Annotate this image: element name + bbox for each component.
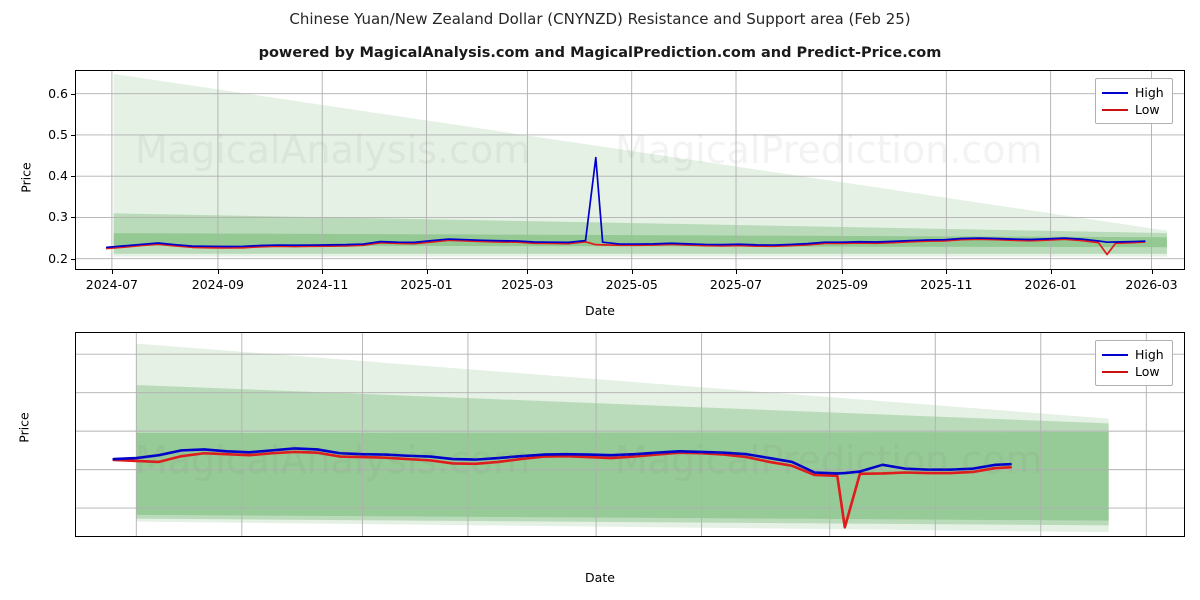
x-tick-mark — [426, 269, 428, 274]
zoomed-svg — [76, 333, 1184, 536]
legend-label-high: High — [1135, 85, 1164, 100]
x-tick-mark — [527, 269, 529, 274]
page-title: Chinese Yuan/New Zealand Dollar (CNYNZD)… — [289, 10, 911, 28]
series-line-high — [105, 156, 1146, 249]
y-tick-label: 0.2 — [48, 250, 68, 266]
band-outer-wedge — [113, 73, 1167, 257]
zoomed-panel: Price Date 0.220.240.260.280.30 2025-11-… — [0, 320, 1200, 600]
overview-xlabel: Date — [585, 303, 615, 318]
x-tick-label: 2026-03 — [1125, 277, 1178, 292]
legend-swatch-low — [1102, 108, 1128, 111]
series-line-high — [112, 447, 1012, 475]
y-tick-label: 0.6 — [48, 85, 68, 101]
x-tick-mark — [631, 269, 633, 274]
x-tick-mark — [736, 269, 737, 274]
x-tick-label: 2025-09 — [815, 277, 869, 292]
band-inner-band — [136, 432, 1109, 521]
x-tick-label: 2025-03 — [501, 277, 554, 292]
x-tick-mark — [1151, 269, 1153, 274]
zoomed-xlabel: Date — [585, 570, 615, 585]
x-tick-label: 2024-09 — [191, 277, 245, 292]
x-tick-mark — [217, 269, 219, 274]
legend-row-high: High — [1102, 84, 1164, 101]
y-tick-mark — [71, 217, 76, 219]
y-tick-label: 0.5 — [48, 126, 68, 142]
legend-row-high: High — [1102, 346, 1164, 363]
legend-label-high: High — [1135, 347, 1164, 362]
legend-swatch-high — [1102, 91, 1128, 94]
x-tick-mark — [946, 269, 948, 274]
legend-label-low: Low — [1135, 364, 1160, 379]
x-tick-label: 2024-11 — [296, 277, 349, 292]
zoomed-legend: High Low — [1095, 340, 1173, 386]
legend-swatch-low — [1102, 370, 1128, 373]
x-tick-mark — [111, 269, 113, 274]
x-tick-label: 2025-07 — [709, 277, 763, 292]
y-tick-mark — [71, 176, 76, 178]
series-line-low — [112, 450, 1012, 529]
overview-legend: High Low — [1095, 78, 1173, 124]
zoomed-plot-area — [75, 332, 1185, 537]
y-tick-label: 0.3 — [48, 209, 68, 225]
x-tick-label: 2025-01 — [400, 277, 453, 292]
series-line-low — [105, 238, 1146, 256]
overview-panel: Price Date 0.2 0.3 0.4 0.5 0.6 2024-07 2024-0… — [19, 70, 1185, 318]
x-tick-label: 2025-11 — [920, 277, 973, 292]
y-tick-mark — [71, 93, 76, 95]
page-subtitle: powered by MagicalAnalysis.com and Magic… — [258, 45, 942, 61]
overview-plot-area — [75, 70, 1185, 270]
legend-label-low: Low — [1135, 102, 1160, 117]
x-tick-mark — [842, 269, 844, 274]
legend-row-low: Low — [1102, 101, 1164, 118]
zoomed-ylabel: Price — [16, 412, 32, 443]
x-tick-mark — [1050, 269, 1052, 274]
x-tick-label: 2025-05 — [605, 277, 658, 292]
legend-swatch-high — [1102, 353, 1128, 356]
y-tick-mark — [71, 258, 76, 260]
y-tick-mark — [71, 134, 76, 136]
x-tick-mark — [322, 269, 324, 274]
y-tick-label: 0.4 — [48, 168, 68, 184]
x-tick-label: 2026-01 — [1024, 277, 1077, 292]
overview-svg — [76, 71, 1184, 269]
legend-row-low: Low — [1102, 363, 1164, 380]
x-tick-label: 2024-07 — [85, 277, 139, 292]
